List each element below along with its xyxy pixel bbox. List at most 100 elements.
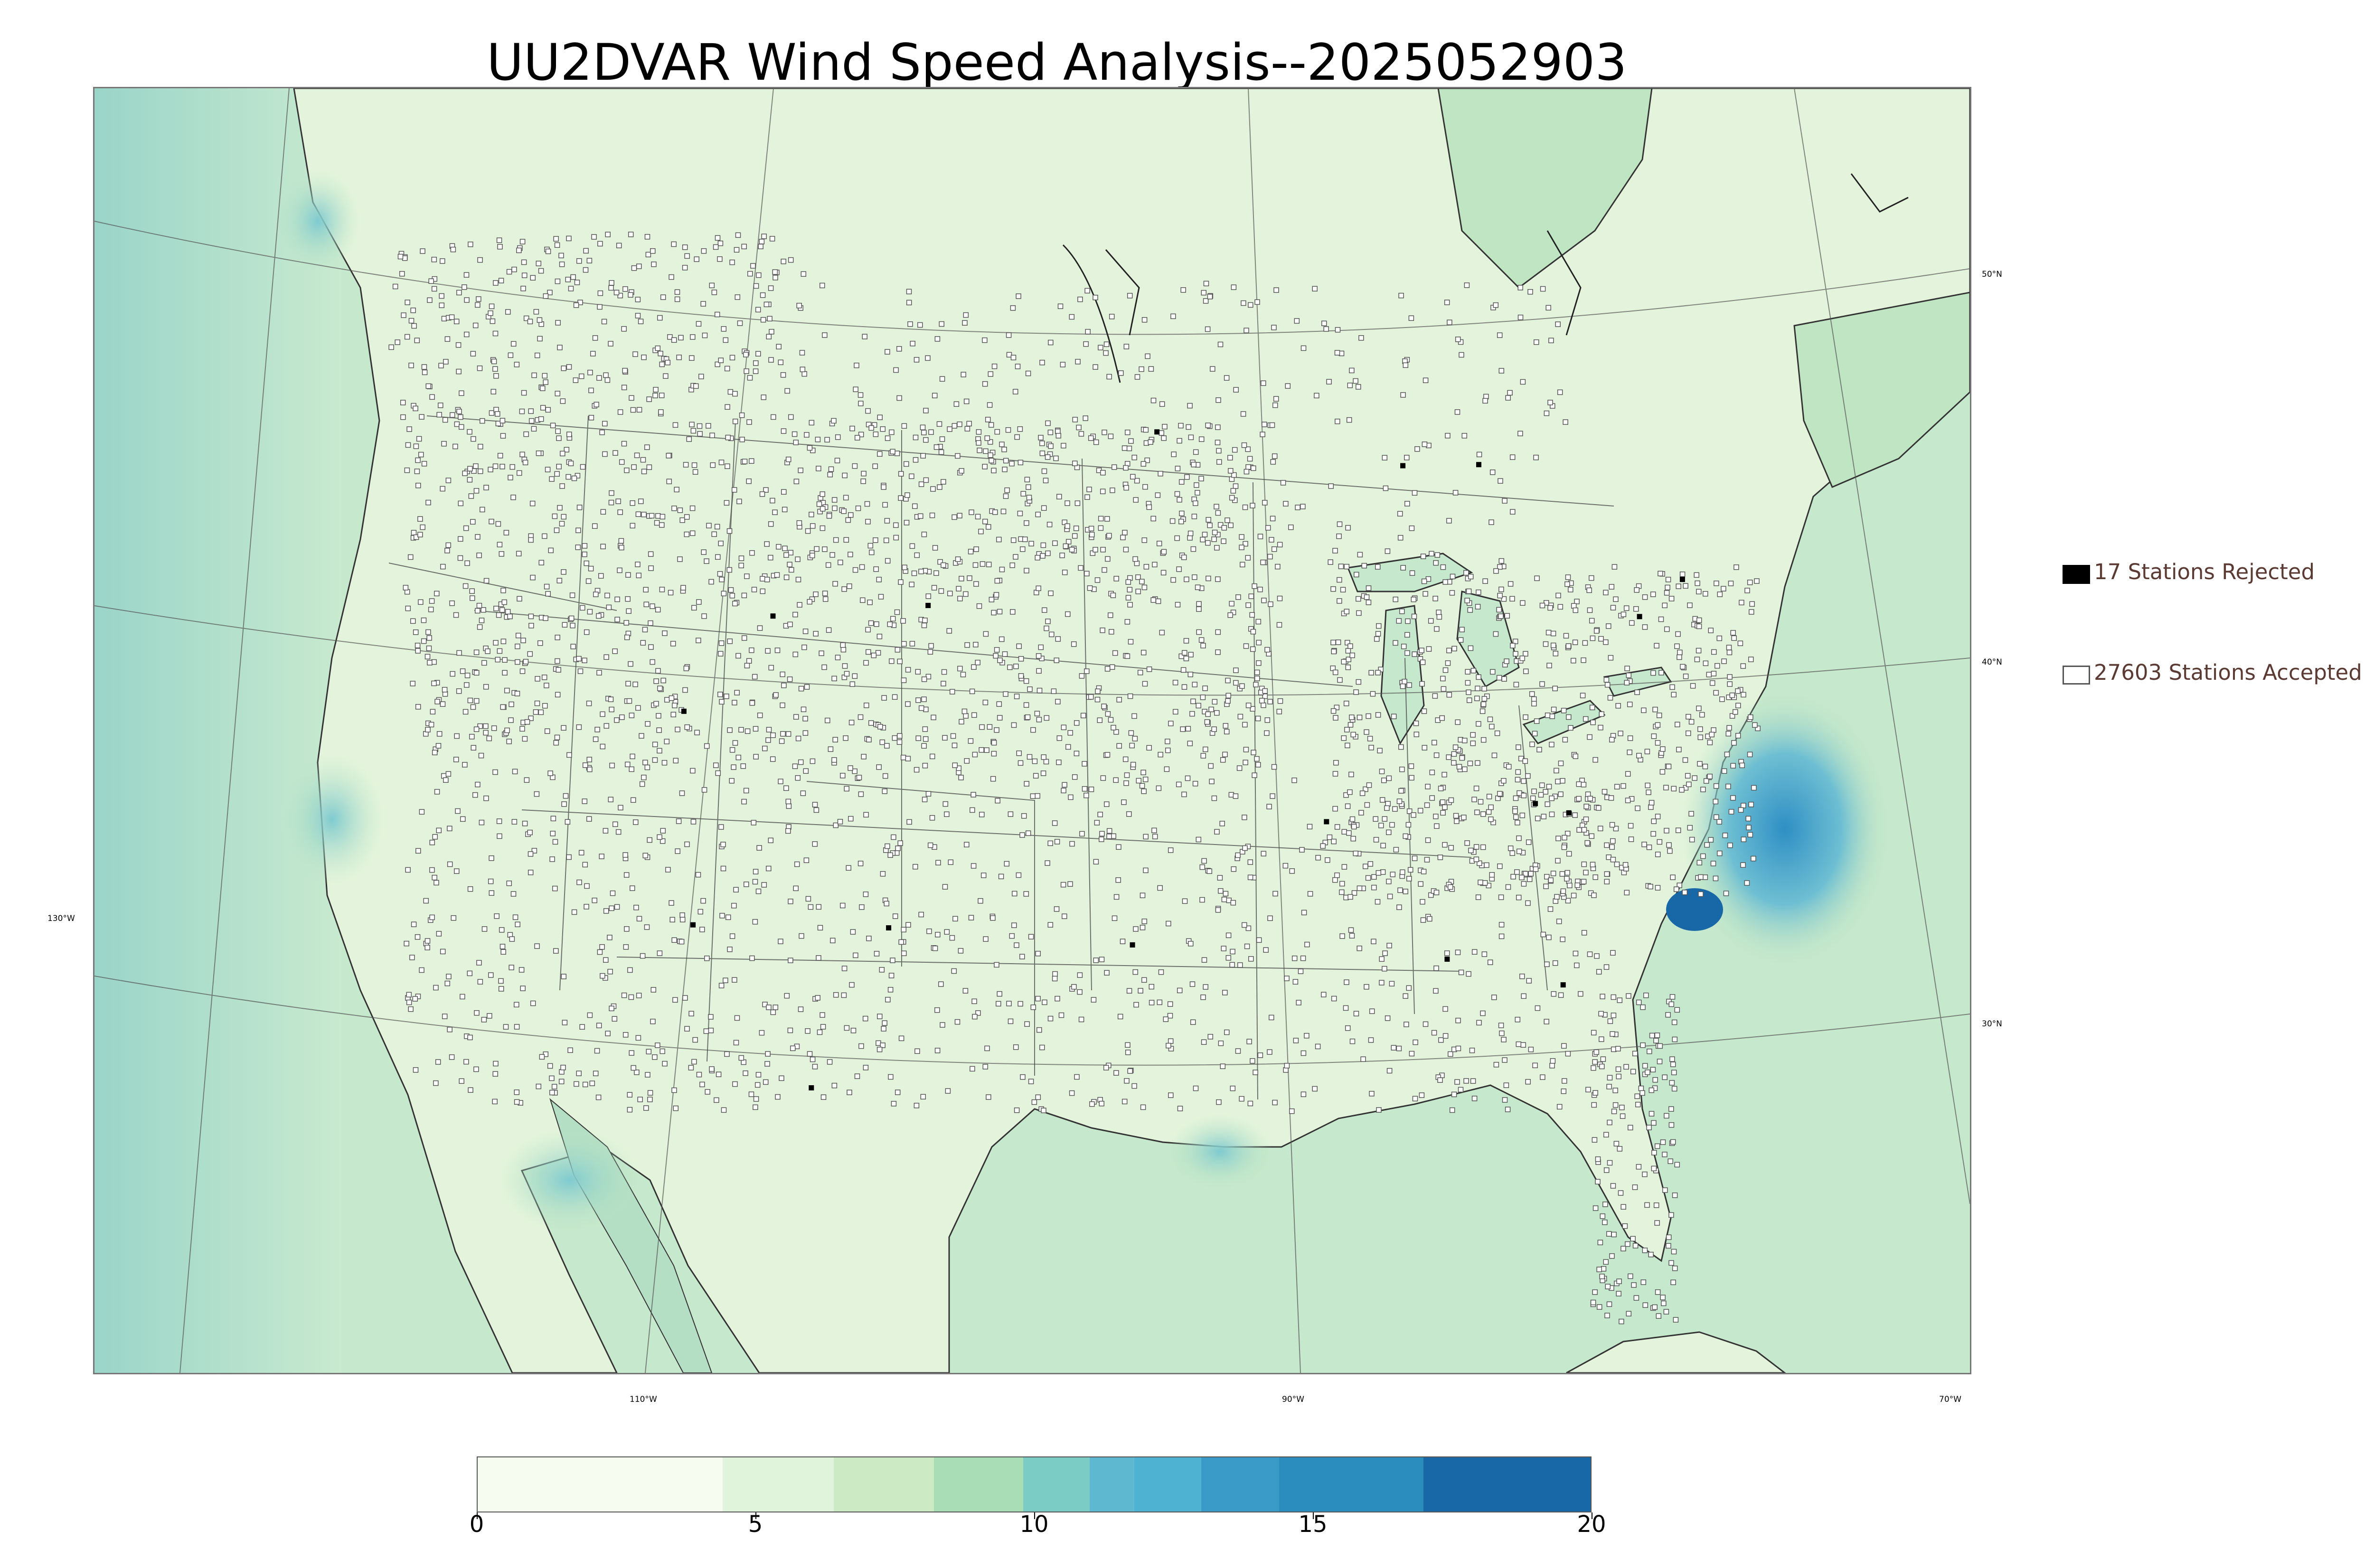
station-accepted-marker [786, 803, 792, 809]
station-accepted-marker [478, 468, 483, 474]
station-accepted-marker [1055, 636, 1061, 642]
station-accepted-marker [1477, 860, 1482, 866]
station-accepted-marker [605, 1031, 611, 1036]
station-accepted-marker [486, 735, 492, 742]
station-accepted-marker [1043, 759, 1049, 765]
station-accepted-marker [844, 786, 849, 792]
station-accepted-marker [594, 1048, 600, 1054]
station-accepted-marker [1221, 946, 1227, 951]
station-accepted-marker [1333, 760, 1339, 766]
station-accepted-marker [1541, 814, 1547, 819]
station-accepted-marker [549, 476, 555, 482]
station-accepted-marker [963, 591, 969, 597]
station-accepted-marker [521, 259, 527, 265]
station-accepted-marker [1212, 699, 1218, 705]
station-accepted-marker [1248, 302, 1253, 308]
station-accepted-marker [1168, 1038, 1174, 1044]
station-accepted-marker [918, 513, 923, 519]
station-accepted-marker [1093, 958, 1099, 963]
station-accepted-marker [1486, 794, 1492, 799]
station-accepted-marker [1668, 596, 1675, 601]
station-accepted-marker [843, 537, 849, 543]
station-accepted-marker [1497, 332, 1503, 338]
station-accepted-marker [607, 968, 613, 975]
station-accepted-marker [1245, 555, 1251, 561]
station-accepted-marker [1012, 389, 1018, 394]
station-accepted-marker [1120, 939, 1126, 944]
station-accepted-marker [742, 459, 748, 464]
station-accepted-marker [1025, 714, 1031, 720]
station-accepted-marker [914, 1103, 920, 1108]
station-accepted-marker [1653, 1038, 1659, 1043]
station-accepted-marker [662, 1061, 668, 1067]
station-accepted-marker [1544, 961, 1550, 967]
station-accepted-marker [1498, 586, 1504, 592]
station-accepted-marker [727, 947, 733, 952]
station-accepted-marker [427, 660, 433, 666]
station-accepted-marker [913, 864, 918, 870]
station-accepted-marker [1573, 607, 1579, 613]
station-accepted-marker [1282, 863, 1289, 869]
station-accepted-marker [534, 791, 540, 797]
station-accepted-marker [1354, 572, 1359, 578]
station-accepted-marker [964, 642, 970, 648]
station-accepted-marker [1088, 786, 1094, 792]
station-accepted-marker [1517, 790, 1522, 796]
station-accepted-marker [1140, 461, 1147, 467]
station-accepted-marker [1520, 379, 1526, 385]
station-accepted-marker [920, 1094, 926, 1100]
station-accepted-marker [606, 604, 612, 610]
station-accepted-marker [1713, 875, 1719, 882]
station-accepted-marker [1151, 827, 1157, 834]
gulf-wind-core [1168, 1114, 1272, 1190]
station-accepted-marker [1011, 922, 1017, 928]
map-panel[interactable] [93, 87, 1971, 1374]
station-accepted-marker [1650, 831, 1656, 837]
station-accepted-marker [531, 372, 537, 378]
station-accepted-marker [1491, 752, 1498, 758]
station-accepted-marker [419, 414, 424, 420]
station-accepted-marker [1617, 1146, 1623, 1152]
station-accepted-marker [440, 563, 446, 570]
station-accepted-marker [857, 714, 864, 720]
colorbar-tick [755, 1512, 756, 1519]
station-accepted-marker [894, 451, 900, 456]
station-accepted-marker [1562, 1078, 1567, 1084]
station-accepted-marker [763, 301, 770, 308]
station-accepted-marker [1659, 769, 1666, 775]
station-accepted-marker [940, 1022, 945, 1028]
station-accepted-marker [1155, 598, 1161, 604]
station-accepted-marker [1708, 837, 1714, 843]
station-accepted-marker [1640, 1279, 1647, 1285]
wind-speed-map[interactable] [94, 88, 1970, 1373]
station-accepted-marker [456, 290, 462, 296]
station-accepted-marker [557, 345, 563, 350]
station-accepted-marker [1126, 811, 1132, 817]
station-accepted-marker [1512, 808, 1518, 814]
station-accepted-marker [1172, 680, 1178, 685]
station-accepted-marker [1141, 317, 1148, 323]
station-accepted-marker [1595, 1156, 1601, 1162]
station-accepted-marker [556, 578, 563, 583]
station-accepted-marker [767, 316, 772, 322]
station-accepted-marker [1476, 451, 1482, 458]
station-accepted-marker [1481, 685, 1487, 692]
station-accepted-marker [1077, 296, 1083, 302]
station-accepted-marker [1548, 877, 1554, 883]
station-accepted-marker [890, 449, 895, 455]
station-accepted-marker [913, 434, 919, 441]
station-accepted-marker [583, 267, 589, 273]
station-accepted-marker [1488, 519, 1494, 525]
colorbar-segment [934, 1457, 1023, 1512]
station-accepted-marker [1403, 889, 1408, 894]
station-accepted-marker [817, 925, 823, 931]
station-accepted-marker [1085, 329, 1091, 335]
station-accepted-marker [1564, 831, 1571, 836]
station-accepted-marker [1458, 969, 1464, 976]
station-accepted-marker [1148, 439, 1153, 445]
station-accepted-marker [1515, 820, 1520, 826]
station-accepted-marker [511, 266, 517, 272]
station-accepted-marker [892, 913, 898, 919]
station-accepted-marker [898, 495, 904, 501]
station-accepted-marker [785, 798, 791, 805]
